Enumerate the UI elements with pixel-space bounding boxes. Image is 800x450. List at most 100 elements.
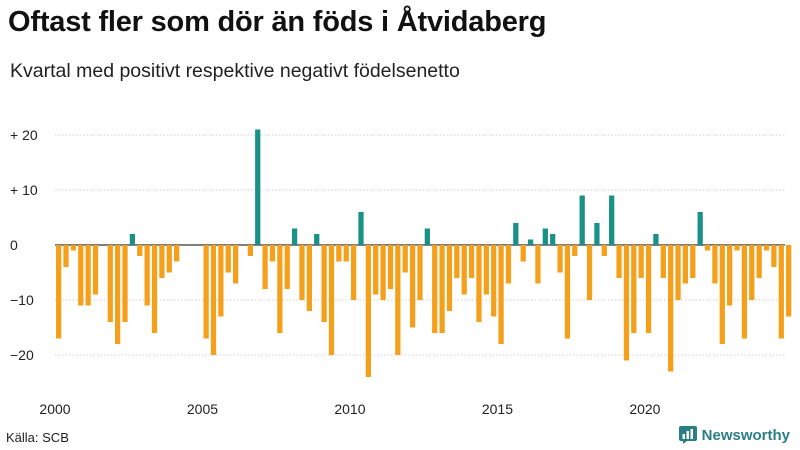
x-tick-label: 2020 [629,401,660,417]
bar-negative [505,245,512,284]
bar-positive [255,129,261,245]
bar-negative [623,245,630,361]
bar-negative [520,245,526,262]
bar-negative [645,245,652,333]
bar-negative [704,245,711,251]
y-axis-labels: + 20 + 10 0 −10 −20 [10,127,38,363]
bar-negative [262,245,268,289]
bar-negative [601,245,607,256]
bar-negative [638,245,644,278]
bar-positive [129,234,136,245]
bar-negative [402,245,408,273]
bar-negative [299,245,305,300]
bar-negative [336,245,342,262]
bar-negative [306,245,312,311]
bar-negative [660,245,666,278]
bar-negative [668,245,674,372]
bar-negative [387,245,394,289]
y-tick-label: 0 [10,237,18,253]
bar-negative [682,245,689,284]
bar-negative [564,245,571,339]
bar-positive [594,223,600,245]
bar-negative [417,245,423,300]
brand-name: Newsworthy [701,426,790,444]
bar-negative [616,245,622,278]
y-tick-label: + 20 [10,127,38,143]
bar-negative [122,245,128,322]
bar-negative [380,245,386,300]
bar-negative [786,245,792,317]
bar-negative [498,245,504,344]
bar-negative [166,245,172,273]
bar-negative [63,245,69,267]
x-tick-label: 2015 [482,401,513,417]
bar-negative [218,245,224,317]
bar-negative [586,245,593,300]
bar-negative [151,245,158,333]
brand-logo: Newsworthy [678,426,790,444]
bar-positive [358,212,364,245]
bar-negative [365,245,371,377]
bar-negative [557,245,563,273]
x-tick-label: 2000 [39,401,70,417]
y-tick-label: −20 [10,347,34,363]
bar-negative [719,245,725,344]
bar-negative [144,245,150,306]
bar-negative [321,245,327,322]
bar-negative [269,245,276,262]
bar-positive [579,195,585,245]
bar-negative [631,245,637,333]
bar-negative [137,245,143,256]
bar-negative [328,245,335,355]
bar-negative [476,245,482,322]
bar-negative [727,245,733,306]
bar-negative [225,245,231,273]
bar-positive [424,228,430,245]
bar-positive [513,223,519,245]
bar-negative [78,245,84,306]
bar-negative [535,245,541,284]
x-axis-labels: 2000 2005 2010 2015 2020 [39,401,660,417]
bar-negative [85,245,91,306]
bar-negative [763,245,770,251]
bar-positive [542,228,548,245]
bar-positive [527,239,534,245]
bar-positive [609,195,615,245]
bar-negative [491,245,497,317]
y-tick-label: −10 [10,292,34,308]
bar-positive [291,228,298,245]
bar-positive [314,234,320,245]
bar-negative [432,245,438,333]
bar-negative [454,245,460,278]
bar-negative [174,245,180,262]
bar-negative [56,245,62,339]
bar-negative [756,245,762,278]
bar-negative [778,245,784,339]
bars [56,129,792,377]
bar-negative [483,245,489,295]
bar-negative [712,245,718,284]
bar-negative [232,245,239,284]
bar-negative [107,245,113,322]
bar-negative [203,245,209,339]
bar-negative [277,245,283,333]
bar-negative [373,245,379,295]
chart-title: Oftast fler som dör än föds i Åtvidaberg [8,6,547,38]
bar-positive [550,234,556,245]
bar-negative [741,245,748,339]
bar-negative [343,245,349,262]
bar-negative [70,245,77,251]
bar-negative [409,245,416,328]
bar-negative [468,245,475,278]
source-note: Källa: SCB [6,430,69,445]
bar-positive [697,212,703,245]
bar-negative [350,245,357,300]
x-tick-label: 2010 [334,401,365,417]
newsworthy-logo-icon [678,426,697,444]
bar-negative [749,245,755,300]
bar-negative [461,245,467,295]
bar-negative [675,245,681,300]
bar-negative [439,245,445,333]
bar-negative [210,245,217,355]
x-tick-label: 2005 [187,401,218,417]
